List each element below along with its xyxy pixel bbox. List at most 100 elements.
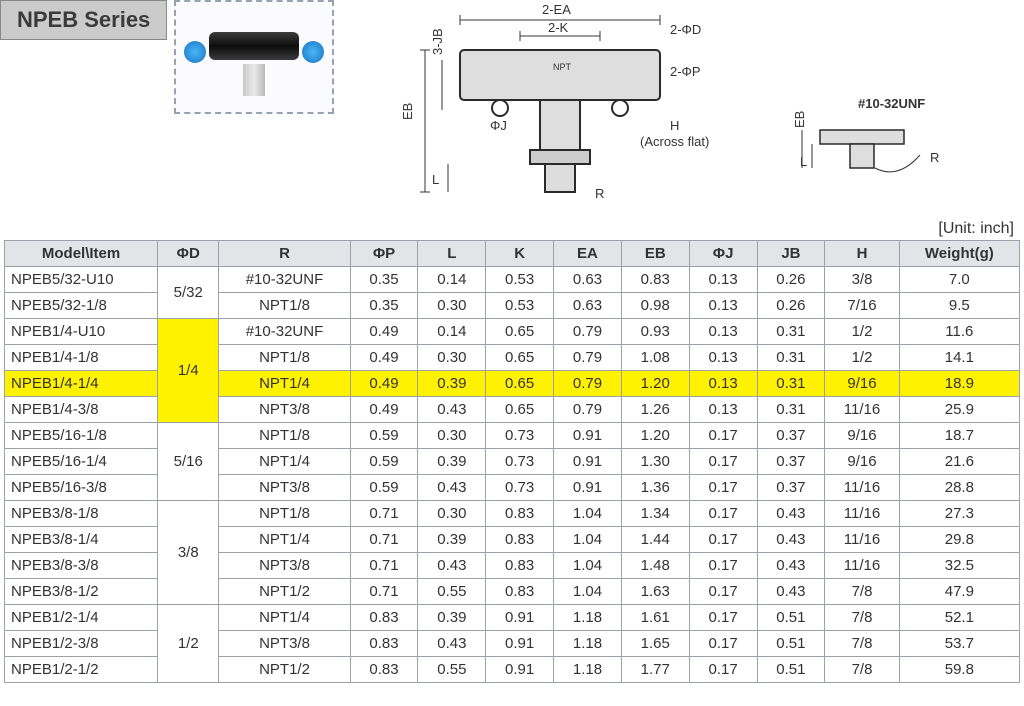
th-phid: ΦD <box>158 241 219 267</box>
cell-eb: 1.20 <box>621 423 689 449</box>
cell-phij: 0.17 <box>689 605 757 631</box>
cell-k: 0.91 <box>486 631 554 657</box>
cell-ea: 0.79 <box>554 371 622 397</box>
cell-h: 9/16 <box>825 423 899 449</box>
cell-k: 0.83 <box>486 501 554 527</box>
dim-php: 2-ΦP <box>670 64 701 79</box>
cell-k: 0.91 <box>486 605 554 631</box>
th-php: ΦP <box>350 241 418 267</box>
cell-model: NPEB5/32-U10 <box>5 267 158 293</box>
cell-ea: 0.91 <box>554 475 622 501</box>
cell-model: NPEB3/8-1/4 <box>5 527 158 553</box>
dim-eb2: EB <box>792 111 807 128</box>
cell-ea: 0.79 <box>554 397 622 423</box>
cell-eb: 1.36 <box>621 475 689 501</box>
cell-jb: 0.37 <box>757 423 825 449</box>
cell-w: 29.8 <box>899 527 1019 553</box>
cell-php: 0.59 <box>350 475 418 501</box>
cell-phij: 0.17 <box>689 579 757 605</box>
cell-r: NPT3/8 <box>219 631 350 657</box>
table-header-row: Model\Item ΦD R ΦP L K EA EB ΦJ JB H Wei… <box>5 241 1020 267</box>
cell-jb: 0.37 <box>757 449 825 475</box>
table-row: NPEB1/2-1/41/2NPT1/40.830.390.911.181.61… <box>5 605 1020 631</box>
cell-phij: 0.17 <box>689 631 757 657</box>
cell-w: 21.6 <box>899 449 1019 475</box>
dim-k: 2-K <box>548 20 568 35</box>
cell-phij: 0.17 <box>689 501 757 527</box>
dim-r: R <box>595 186 604 201</box>
cell-phij: 0.13 <box>689 371 757 397</box>
dim-h: H <box>670 118 679 133</box>
cell-jb: 0.26 <box>757 267 825 293</box>
cell-l: 0.14 <box>418 267 486 293</box>
cell-eb: 1.48 <box>621 553 689 579</box>
cell-h: 7/8 <box>825 605 899 631</box>
cell-r: NPT1/8 <box>219 345 350 371</box>
dim-l2: L <box>800 154 807 169</box>
cell-w: 25.9 <box>899 397 1019 423</box>
header-area: NPEB Series <box>0 0 1024 240</box>
dim-unf: #10-32UNF <box>858 96 925 111</box>
cell-h: 7/8 <box>825 579 899 605</box>
cell-eb: 1.77 <box>621 657 689 683</box>
dim-phij: ΦJ <box>490 118 507 133</box>
cell-w: 59.8 <box>899 657 1019 683</box>
cell-h: 7/8 <box>825 631 899 657</box>
cell-model: NPEB1/2-1/2 <box>5 657 158 683</box>
cell-ea: 0.79 <box>554 345 622 371</box>
table-row: NPEB3/8-1/2NPT1/20.710.550.831.041.630.1… <box>5 579 1020 605</box>
cell-r: NPT1/4 <box>219 449 350 475</box>
cell-k: 0.73 <box>486 423 554 449</box>
cell-php: 0.71 <box>350 501 418 527</box>
cell-w: 47.9 <box>899 579 1019 605</box>
cell-h: 11/16 <box>825 475 899 501</box>
cell-model: NPEB3/8-1/8 <box>5 501 158 527</box>
cell-ea: 1.04 <box>554 553 622 579</box>
cell-model: NPEB5/16-1/8 <box>5 423 158 449</box>
cell-k: 0.53 <box>486 293 554 319</box>
cell-h: 3/8 <box>825 267 899 293</box>
cell-l: 0.39 <box>418 449 486 475</box>
cell-w: 18.9 <box>899 371 1019 397</box>
cell-r: NPT1/4 <box>219 605 350 631</box>
cell-l: 0.14 <box>418 319 486 345</box>
cell-phij: 0.17 <box>689 657 757 683</box>
cell-l: 0.39 <box>418 527 486 553</box>
cell-l: 0.43 <box>418 631 486 657</box>
cell-eb: 1.30 <box>621 449 689 475</box>
cell-php: 0.49 <box>350 397 418 423</box>
cell-eb: 0.93 <box>621 319 689 345</box>
blue-cap-right <box>302 41 324 63</box>
cell-php: 0.49 <box>350 345 418 371</box>
cell-r: NPT1/8 <box>219 423 350 449</box>
cell-k: 0.83 <box>486 553 554 579</box>
cell-model: NPEB1/4-3/8 <box>5 397 158 423</box>
cell-k: 0.65 <box>486 371 554 397</box>
th-eb: EB <box>621 241 689 267</box>
cell-l: 0.43 <box>418 397 486 423</box>
cell-phij: 0.13 <box>689 397 757 423</box>
cell-php: 0.83 <box>350 631 418 657</box>
cell-jb: 0.31 <box>757 319 825 345</box>
cell-jb: 0.26 <box>757 293 825 319</box>
cell-phij: 0.17 <box>689 449 757 475</box>
cell-eb: 1.08 <box>621 345 689 371</box>
cell-php: 0.71 <box>350 527 418 553</box>
th-ea: EA <box>554 241 622 267</box>
blue-cap-left <box>184 41 206 63</box>
unit-label: [Unit: inch] <box>938 220 1014 238</box>
table-row: NPEB1/4-3/8NPT3/80.490.430.650.791.260.1… <box>5 397 1020 423</box>
cell-model: NPEB5/32-1/8 <box>5 293 158 319</box>
cell-ea: 1.04 <box>554 579 622 605</box>
cell-k: 0.53 <box>486 267 554 293</box>
cell-h: 11/16 <box>825 527 899 553</box>
cell-ea: 1.18 <box>554 631 622 657</box>
cell-ea: 0.91 <box>554 423 622 449</box>
cell-w: 32.5 <box>899 553 1019 579</box>
cell-phij: 0.13 <box>689 293 757 319</box>
cell-k: 0.83 <box>486 579 554 605</box>
cell-phij: 0.13 <box>689 345 757 371</box>
cell-k: 0.83 <box>486 527 554 553</box>
cell-h: 11/16 <box>825 553 899 579</box>
cell-k: 0.91 <box>486 657 554 683</box>
